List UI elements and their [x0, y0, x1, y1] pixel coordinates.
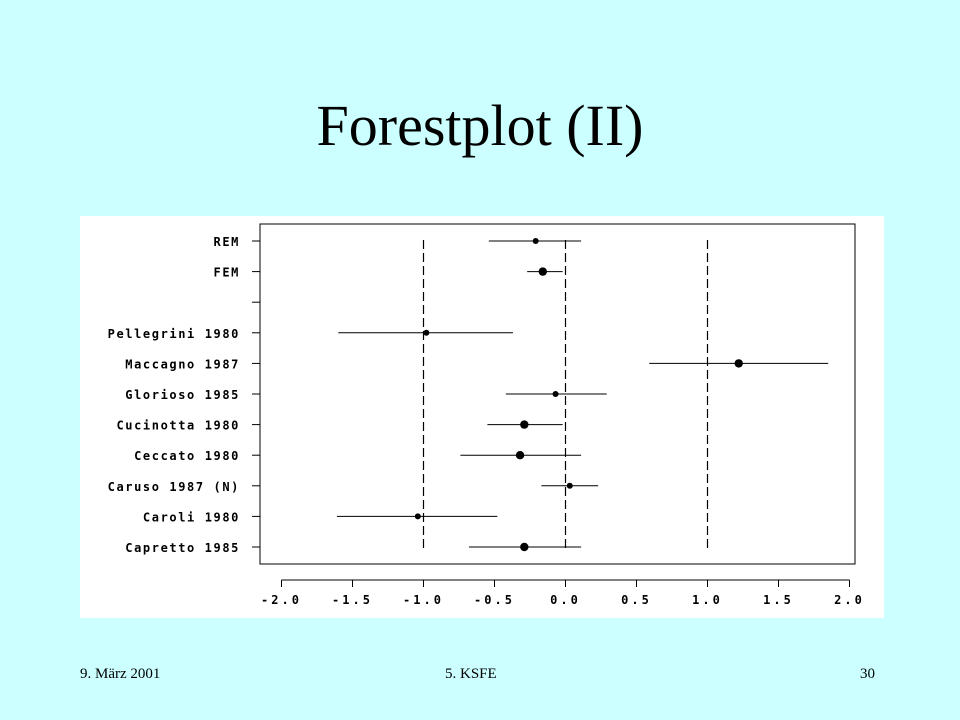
- row-label: Glorioso 1985: [125, 388, 240, 402]
- x-tick-label: 2.0: [834, 593, 865, 607]
- x-tick-label: -1.0: [403, 593, 444, 607]
- row-label: Maccagno 1987: [125, 357, 240, 371]
- point-estimate: [423, 329, 430, 336]
- footer-event: 5. KSFE: [445, 666, 497, 682]
- footer-page-number: 30: [860, 666, 875, 682]
- x-tick-label: 1.5: [763, 593, 794, 607]
- row-label: Ceccato 1980: [134, 449, 240, 463]
- footer-date: 9. März 2001: [80, 666, 161, 682]
- point-estimate: [532, 238, 539, 244]
- row-label: REM: [214, 235, 240, 249]
- x-tick-label: -0.5: [474, 593, 515, 607]
- point-estimate: [520, 420, 529, 429]
- x-tick-label: -2.0: [261, 593, 302, 607]
- x-tick-label: 0.5: [621, 593, 652, 607]
- point-estimate: [566, 482, 573, 489]
- forest-plot-panel: REM FEM Pellegrini 1980 Maccagno 1987 Glorio…: [80, 216, 884, 618]
- row-label: Pellegrini 1980: [108, 327, 240, 341]
- row-label: Caroli 1980: [143, 510, 240, 524]
- point-estimate: [414, 513, 421, 520]
- point-estimate: [538, 267, 547, 276]
- point-estimate: [552, 391, 559, 397]
- x-tick-label: -1.5: [332, 593, 373, 607]
- row-label: FEM: [214, 266, 240, 280]
- point-estimate: [520, 542, 529, 552]
- slide-title: Forestplot (II): [316, 93, 644, 158]
- point-estimate: [734, 359, 743, 368]
- row-label: Cucinotta 1980: [116, 419, 240, 433]
- x-tick-label: 1.0: [692, 593, 723, 607]
- row-label: Caruso 1987 (N): [108, 480, 240, 494]
- forest-plot: REM FEM Pellegrini 1980 Maccagno 1987 Glorio…: [108, 223, 865, 607]
- point-estimate: [515, 451, 525, 460]
- row-label: Capretto 1985: [125, 541, 240, 555]
- x-tick-label: 0.0: [550, 593, 581, 607]
